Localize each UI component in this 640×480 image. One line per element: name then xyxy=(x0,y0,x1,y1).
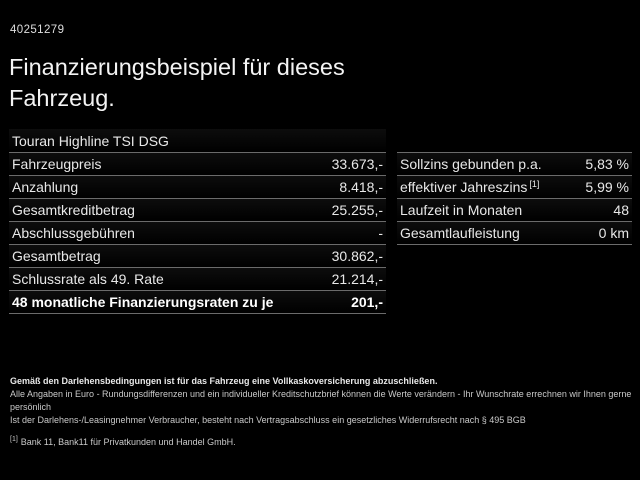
row-label: Abschlussgebühren xyxy=(12,225,135,241)
disclaimer-line: Gemäß den Darlehensbedingungen ist für d… xyxy=(10,376,438,386)
row-value: 8.418,- xyxy=(339,179,383,195)
table-row: Gesamtkreditbetrag 25.255,- xyxy=(9,198,386,221)
table-row: Abschlussgebühren - xyxy=(9,221,386,244)
footnote-marker: [1] xyxy=(10,436,18,443)
row-label: Touran Highline TSI DSG xyxy=(12,132,169,149)
table-row: Sollzins gebunden p.a. 5,83 % xyxy=(397,152,632,175)
table-row: Gesamtlaufleistung 0 km xyxy=(397,221,632,244)
table-row: 48 monatliche Finanzierungsraten zu je 20… xyxy=(9,290,386,313)
footnote-text: Bank 11, Bank11 für Privatkunden und Han… xyxy=(20,437,236,447)
table-row: Fahrzeugpreis 33.673,- xyxy=(9,152,386,175)
finance-table-right: Sollzins gebunden p.a. 5,83 % effektiver J… xyxy=(397,152,632,245)
row-value: 33.673,- xyxy=(331,156,383,172)
disclaimer-line: Alle Angaben in Euro - Rundungsdifferenz… xyxy=(10,389,632,412)
table-row: effektiver Jahreszins [1] 5,99 % xyxy=(397,175,632,198)
table-row: Anzahlung 8.418,- xyxy=(9,175,386,198)
footnote: [1] Bank 11, Bank11 für Privatkunden und … xyxy=(10,433,632,449)
table-row: Gesamtbetrag 30.862,- xyxy=(9,244,386,267)
row-value: - xyxy=(378,225,383,241)
row-value: 5,83 % xyxy=(585,156,629,172)
row-label: Schlussrate als 49. Rate xyxy=(12,271,164,287)
row-label: effektiver Jahreszins xyxy=(400,179,528,195)
table-row: Touran Highline TSI DSG xyxy=(9,129,386,152)
row-value: 5,99 % xyxy=(585,179,629,195)
row-value: 48 xyxy=(613,202,629,218)
row-label: Sollzins gebunden p.a. xyxy=(400,156,542,172)
finance-table-left: Touran Highline TSI DSG Fahrzeugpreis 33.6… xyxy=(9,129,386,314)
disclaimer-line: Ist der Darlehens-/Leasingnehmer Verbrau… xyxy=(10,415,526,425)
table-row: Schlussrate als 49. Rate 21.214,- xyxy=(9,267,386,290)
vehicle-id: 40251279 xyxy=(10,24,65,36)
row-label: Gesamtkreditbetrag xyxy=(12,202,135,218)
row-value: 21.214,- xyxy=(331,271,383,287)
row-value: 30.862,- xyxy=(331,248,383,264)
row-label: Fahrzeugpreis xyxy=(12,156,102,172)
row-value: 25.255,- xyxy=(331,202,383,218)
table-row: Laufzeit in Monaten 48 xyxy=(397,198,632,221)
row-label: Laufzeit in Monaten xyxy=(400,202,523,218)
row-label: Gesamtlaufleistung xyxy=(400,225,520,241)
row-label: Gesamtbetrag xyxy=(12,248,101,264)
row-label: 48 monatliche Finanzierungsraten zu je xyxy=(12,294,274,310)
row-label: Anzahlung xyxy=(12,179,79,195)
row-value: 201,- xyxy=(351,294,383,310)
footnote-ref: [1] xyxy=(529,179,540,189)
row-value: 0 km xyxy=(598,225,629,241)
disclaimer-footer: Gemäß den Darlehensbedingungen ist für d… xyxy=(10,375,632,449)
page-title: Finanzierungsbeispiel für dieses Fahrzeu… xyxy=(9,54,345,111)
